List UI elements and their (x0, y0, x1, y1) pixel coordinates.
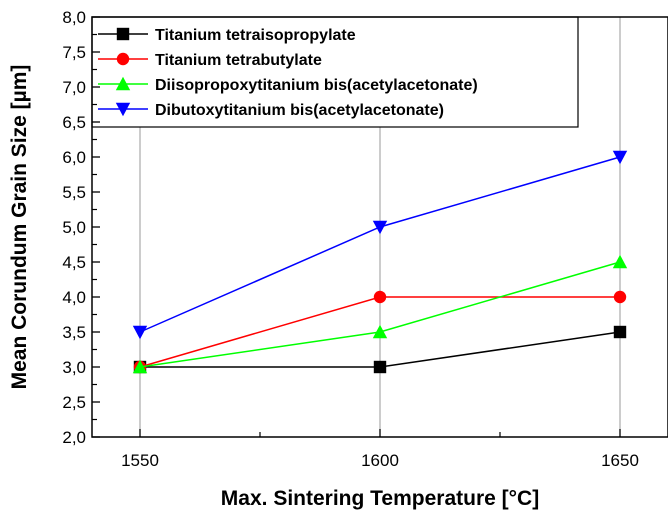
triangle-up-marker (612, 254, 628, 269)
series (132, 150, 628, 340)
triangle-up-marker (372, 324, 388, 339)
legend-label: Titanium tetrabutylate (155, 52, 322, 69)
legend-label: Dibutoxytitanium bis(acetylacetonate) (155, 102, 444, 119)
x-axis-title: Max. Sintering Temperature [°C] (221, 487, 539, 510)
y-tick-label: 7,5 (62, 43, 86, 62)
legend-entry: Diisopropoxytitanium bis(acetylacetonate… (98, 76, 478, 94)
square-marker (373, 360, 387, 374)
y-tick-label: 7,0 (62, 78, 86, 97)
triangle-down-marker (115, 102, 131, 117)
square-marker (613, 325, 627, 339)
legend-entry: Titanium tetrabutylate (98, 52, 322, 69)
triangle-down-marker (612, 150, 628, 165)
series (132, 254, 628, 374)
legend: Titanium tetraisopropylate Titanium tetra… (91, 16, 579, 128)
x-tick-label: 1600 (361, 451, 399, 470)
y-tick-label: 3,0 (62, 358, 86, 377)
legend-entry: Titanium tetraisopropylate (98, 27, 356, 44)
y-tick-label: 6,0 (62, 148, 86, 167)
y-tick-label: 2,0 (62, 428, 86, 447)
legend-box (91, 16, 579, 128)
circle-marker (373, 290, 387, 304)
legend-label: Diisopropoxytitanium bis(acetylacetonate… (155, 77, 478, 94)
x-tick-label: 1650 (601, 451, 639, 470)
axis-ticks: 1550 1600 1650 2,0 2,5 3,0 3,5 4,0 4,5 5,0 5,5 6,0 6… (62, 8, 639, 470)
y-tick-label: 5,5 (62, 183, 86, 202)
series-lines (132, 150, 628, 374)
triangle-down-marker (372, 220, 388, 235)
triangle-up-marker (115, 76, 131, 91)
circle-marker (613, 290, 627, 304)
triangle-down-marker (132, 325, 148, 340)
legend-entry: Dibutoxytitanium bis(acetylacetonate) (98, 102, 444, 119)
y-tick-label: 4,5 (62, 253, 86, 272)
circle-marker (116, 52, 130, 66)
y-tick-label: 8,0 (62, 8, 86, 27)
y-tick-label: 4,0 (62, 288, 86, 307)
x-tick-label: 1550 (121, 451, 159, 470)
square-marker (116, 27, 130, 41)
triangle-up-marker (132, 359, 148, 374)
y-tick-label: 5,0 (62, 218, 86, 237)
y-tick-label: 2,5 (62, 393, 86, 412)
y-axis-title: Mean Corundum Grain Size [µm] (8, 65, 31, 390)
y-tick-label: 3,5 (62, 323, 86, 342)
legend-label: Titanium tetraisopropylate (155, 27, 356, 44)
y-tick-label: 6,5 (62, 113, 86, 132)
